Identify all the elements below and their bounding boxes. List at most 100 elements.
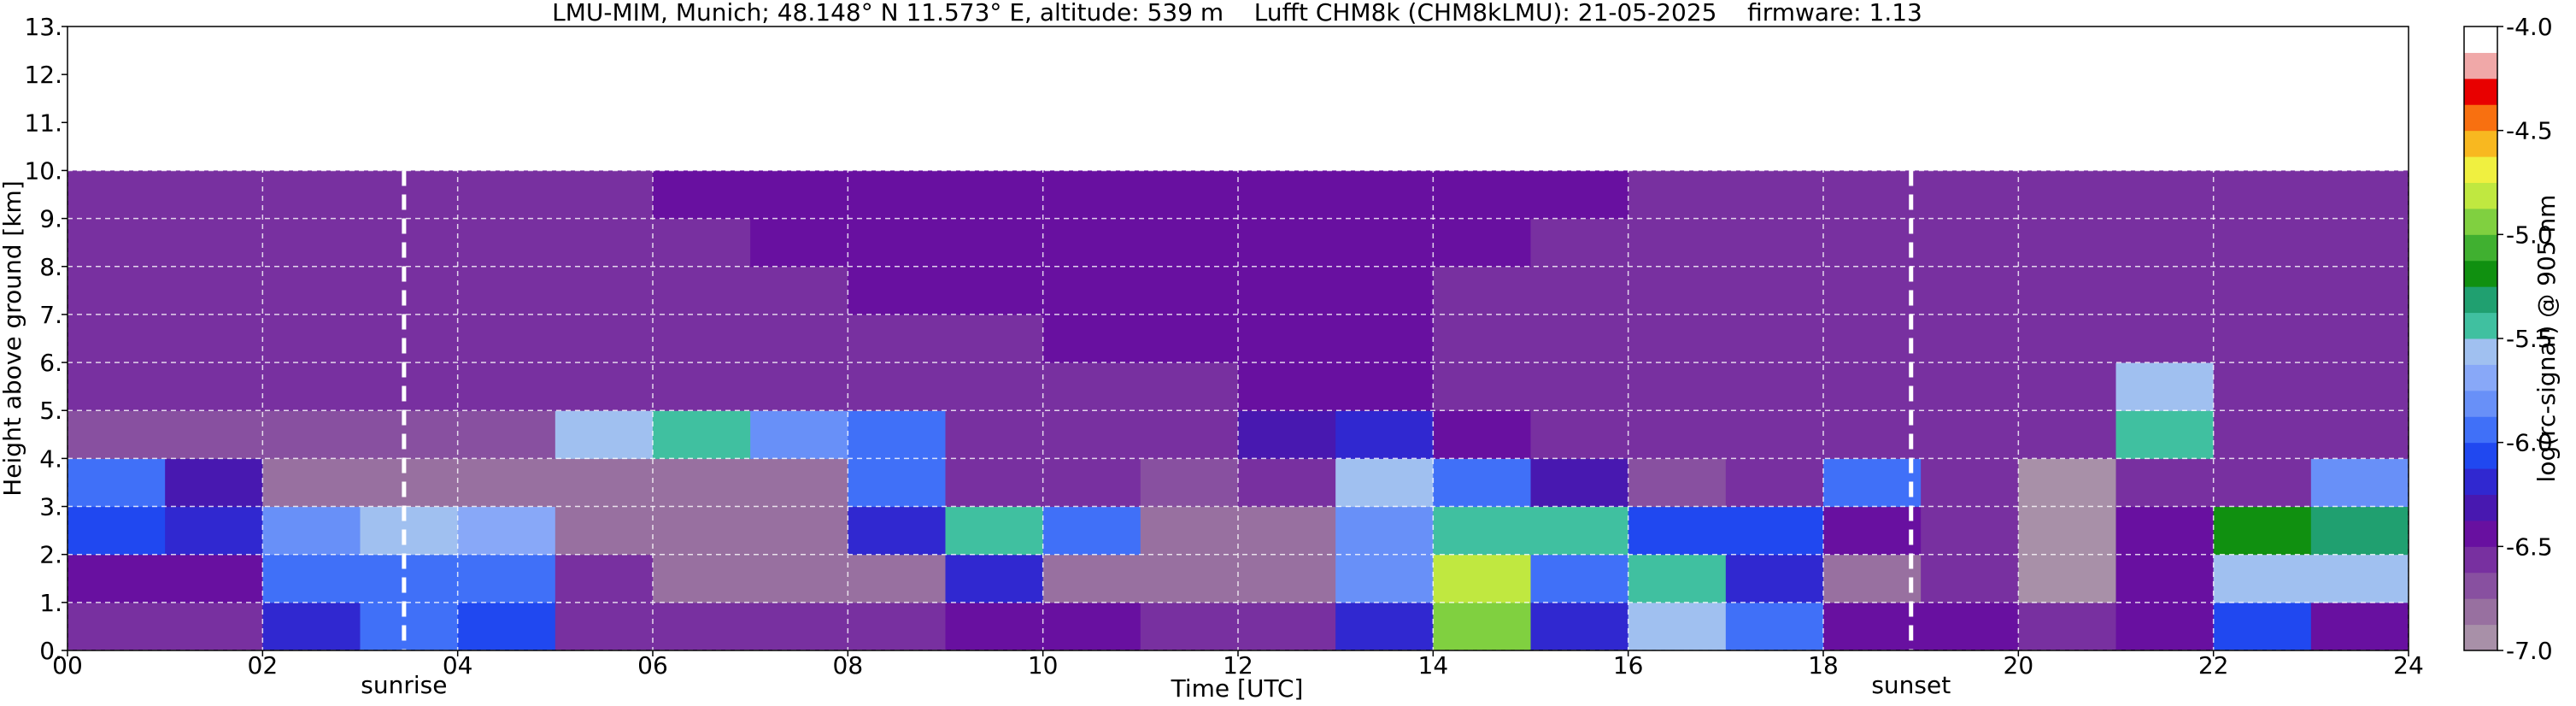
heat-cell xyxy=(1433,314,1531,363)
heat-cell xyxy=(2115,458,2215,508)
heat-cell xyxy=(750,458,848,508)
heat-cell xyxy=(848,266,946,315)
heat-cell xyxy=(1238,362,1336,411)
heat-cell xyxy=(1725,458,1824,508)
heat-cell xyxy=(1335,554,1434,603)
heat-cell xyxy=(1238,554,1336,603)
heat-cell xyxy=(945,170,1044,220)
heat-cell xyxy=(2213,554,2312,603)
colorbar-swatch xyxy=(2464,442,2497,469)
heat-cell xyxy=(165,602,263,651)
heat-cell xyxy=(67,218,166,268)
heat-cell xyxy=(457,314,556,363)
heat-cell xyxy=(1433,362,1531,411)
heat-cell xyxy=(2115,554,2215,603)
heat-cell xyxy=(165,362,263,411)
heat-cell xyxy=(1433,602,1531,651)
heat-cell xyxy=(2310,554,2409,603)
heat-cell xyxy=(165,218,263,268)
heat-cell xyxy=(2213,314,2312,363)
x-tick-label: 10 xyxy=(1028,651,1059,680)
heat-cell xyxy=(1628,362,1727,411)
heat-cell xyxy=(1823,218,1922,268)
heat-cell xyxy=(1725,170,1824,220)
heat-cell xyxy=(1725,554,1824,603)
heat-cell xyxy=(457,506,556,556)
y-tick-label: 0. xyxy=(39,637,62,665)
heat-cell xyxy=(2213,362,2312,411)
heat-cell xyxy=(1433,218,1531,268)
colorbar-label: log(rc-signal) @ 905 nm xyxy=(2532,195,2561,483)
heat-cell xyxy=(1921,506,2019,556)
heat-cell xyxy=(2310,362,2409,411)
heat-cell xyxy=(2018,314,2116,363)
heat-cell xyxy=(555,506,654,556)
colorbar-tick-label: -5.0 xyxy=(2506,221,2553,249)
heat-cell xyxy=(945,458,1044,508)
heat-cell xyxy=(1725,410,1824,459)
colorbar-swatch xyxy=(2464,182,2497,209)
heat-cell xyxy=(945,410,1044,459)
heat-cell xyxy=(67,266,166,315)
heat-cell xyxy=(67,170,166,220)
heat-cell xyxy=(1823,314,1922,363)
heat-cell xyxy=(848,218,946,268)
heat-cell xyxy=(1530,602,1629,651)
heat-cell xyxy=(653,314,751,363)
colorbar-swatch xyxy=(2464,390,2497,417)
heat-cell xyxy=(1433,506,1531,556)
heat-cell xyxy=(750,602,848,651)
heat-cell xyxy=(457,362,556,411)
heat-cell xyxy=(2018,410,2116,459)
heat-cell xyxy=(2115,314,2215,363)
x-tick-label: 14 xyxy=(1418,651,1449,680)
heat-cell xyxy=(2115,266,2215,315)
heat-cell xyxy=(165,506,263,556)
heat-cell xyxy=(1238,602,1336,651)
heat-cell xyxy=(555,362,654,411)
heat-cell xyxy=(1433,266,1531,315)
heat-cell xyxy=(1140,602,1239,651)
colorbar-swatch xyxy=(2464,624,2497,651)
heat-cell xyxy=(1335,266,1434,315)
heat-cell xyxy=(1628,218,1727,268)
heat-cell xyxy=(457,266,556,315)
colorbar-swatch xyxy=(2464,260,2497,287)
y-tick-label: 9. xyxy=(39,205,62,233)
heat-cell xyxy=(67,458,166,508)
heat-cell xyxy=(945,314,1044,363)
heat-cell xyxy=(1725,266,1824,315)
heat-cell xyxy=(1921,602,2019,651)
heat-cell xyxy=(2310,458,2409,508)
heat-cell xyxy=(360,458,459,508)
heat-cell xyxy=(1921,362,2019,411)
heat-cell xyxy=(1140,170,1239,220)
heat-cell xyxy=(1823,410,1922,459)
heat-cell xyxy=(2115,602,2215,651)
heat-cell xyxy=(2018,602,2116,651)
y-tick-label: 11. xyxy=(24,109,62,137)
heat-cell xyxy=(1433,458,1531,508)
heat-cell xyxy=(457,170,556,220)
heat-cell xyxy=(1628,602,1727,651)
heat-cell xyxy=(1628,266,1727,315)
heat-cell xyxy=(848,458,946,508)
heat-cell xyxy=(1335,458,1434,508)
x-tick-label: 02 xyxy=(248,651,279,680)
heat-cell xyxy=(1335,314,1434,363)
heat-cell xyxy=(1921,266,2019,315)
y-tick-label: 12. xyxy=(24,61,62,89)
colorbar-swatch xyxy=(2464,520,2497,547)
heat-cell xyxy=(2213,506,2312,556)
heat-cell xyxy=(1042,218,1141,268)
heat-cell xyxy=(1921,410,2019,459)
y-tick-label: 8. xyxy=(39,253,62,281)
heat-cell xyxy=(750,266,848,315)
heat-cell xyxy=(1433,554,1531,603)
x-tick-label: 24 xyxy=(2393,651,2424,680)
heat-cell xyxy=(750,218,848,268)
heat-cell xyxy=(1530,458,1629,508)
heat-cell xyxy=(1823,362,1922,411)
heat-cell xyxy=(750,410,848,459)
colorbar-swatch xyxy=(2464,338,2497,365)
